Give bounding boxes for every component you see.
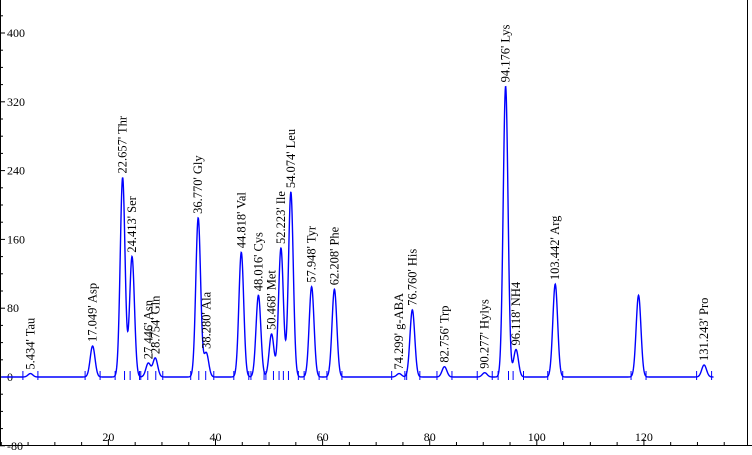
chromatogram-trace xyxy=(1,85,714,378)
peak-labels: 5.434' Tau 17.049' Asp 22.657' Thr 24.413' … xyxy=(23,24,711,369)
peak-label: 131.243' Pro xyxy=(697,298,711,361)
peak-label: 74.299' g-ABA xyxy=(392,293,406,370)
peak-label: 44.818' Val xyxy=(234,192,248,249)
peak-label: 82.756' Trp xyxy=(437,306,451,363)
peak-label: 24.413' Ser xyxy=(125,195,139,252)
peak-label: 94.176' Lys xyxy=(499,24,513,82)
y-tick-label: 160 xyxy=(7,232,25,246)
peak-label: 54.074' Leu xyxy=(284,128,298,188)
peak-label: 62.208' Phe xyxy=(327,226,341,285)
y-tick-label: 80 xyxy=(7,301,19,315)
peak-label: 50.468' Met xyxy=(265,270,279,330)
x-axis-ticks: 20 40 60 80 100 120 xyxy=(0,430,725,445)
y-tick-label: 400 xyxy=(7,26,25,40)
x-tick-label: 40 xyxy=(210,430,222,444)
y-tick-label: -80 xyxy=(7,439,23,453)
peak-label: 76.760' His xyxy=(405,249,419,306)
peak-label: 28.754' Gln xyxy=(148,295,162,354)
x-tick-label: 80 xyxy=(424,430,436,444)
peak-label: 22.657' Thr xyxy=(116,115,130,173)
peak-label: 96.118' NH4 xyxy=(509,281,523,345)
x-tick-label: 120 xyxy=(635,430,653,444)
peak-label: 17.049' Asp xyxy=(86,283,100,342)
x-tick-label: 20 xyxy=(102,430,114,444)
peak-label: 48.016' Cys xyxy=(251,232,265,291)
peak-label: 38.280' Ala xyxy=(199,291,213,349)
peak-label: 5.434' Tau xyxy=(23,317,37,370)
peak-label: 57.948' Tyr xyxy=(305,225,319,283)
peak-label: 36.770' Gly xyxy=(191,155,205,214)
x-tick-label: 60 xyxy=(317,430,329,444)
peak-label: 90.277' Hylys xyxy=(478,299,492,369)
peak-label: 52.223' Ile xyxy=(274,191,288,244)
peak-label: 27.446' Asn xyxy=(141,299,155,359)
y-tick-label: 240 xyxy=(7,164,25,178)
peak-label: 103.442' Arg xyxy=(548,215,562,280)
y-tick-label: 320 xyxy=(7,95,25,109)
x-tick-label: 100 xyxy=(528,430,546,444)
